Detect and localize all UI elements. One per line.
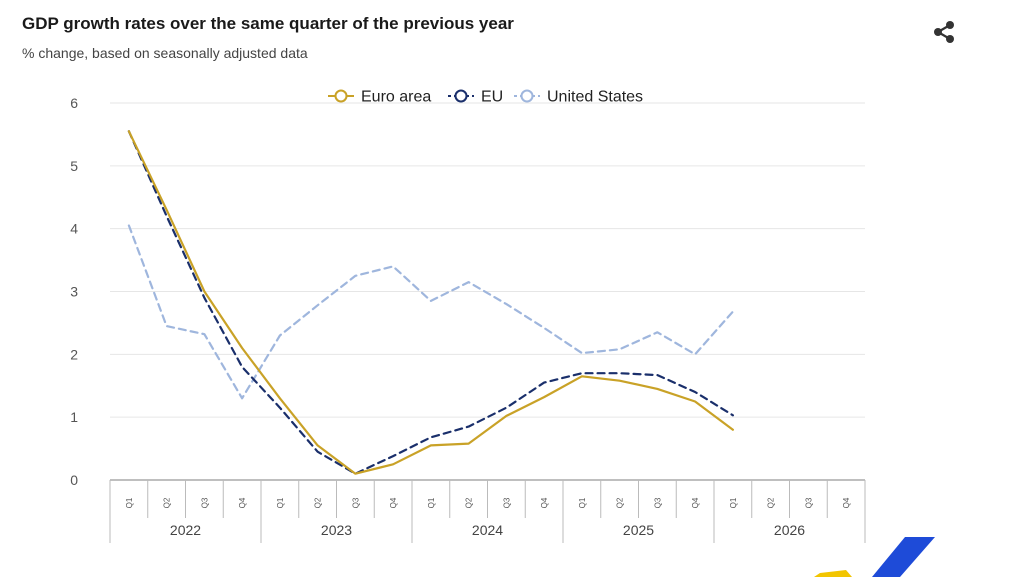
y-tick-label: 1 [70,409,78,425]
x-tick-label: Q2 [616,497,625,508]
x-tick-label: Q1 [427,497,436,508]
y-tick-label: 4 [70,221,78,237]
x-year-label: 2024 [472,522,503,538]
x-tick-label: Q1 [276,497,285,508]
series-lines [127,130,734,475]
x-tick-label: Q2 [314,497,323,508]
x-tick-label: Q4 [238,497,247,508]
legend-label: EU [481,89,503,106]
series-line-united-states [127,224,734,400]
series-line-euro-area [127,130,734,475]
x-tick-label: Q3 [653,497,662,508]
x-year-label: 2023 [321,522,352,538]
y-tick-label: 3 [70,284,78,300]
x-tick-label: Q1 [729,497,738,508]
legend-marker [454,89,468,103]
legend-label: United States [547,89,643,106]
legend-united-states: United States [514,89,643,106]
chart-title: GDP growth rates over the same quarter o… [22,14,514,33]
x-tick-label: Q3 [502,497,511,508]
x-tick-label: Q3 [351,497,360,508]
legend-euro-area: Euro area [328,89,431,106]
x-tick-label: Q4 [842,497,851,508]
x-tick-label: Q2 [465,497,474,508]
y-axis-ticks: 0 1 2 3 4 5 6 [70,95,78,488]
y-tick-label: 6 [70,95,78,111]
x-tick-label: Q4 [540,497,549,508]
grid-lines [110,102,865,418]
x-year-label: 2025 [623,522,654,538]
legend-label: Euro area [361,89,431,106]
y-tick-label: 2 [70,346,78,362]
x-axis: Q1 Q2 Q3 Q4 Q1 Q2 Q3 Q4 Q1 Q2 Q3 Q4 Q1 Q2 Q3 Q4 Q1 Q2 Q3 Q4… [109,479,866,543]
legend-eu: EU [448,89,503,106]
x-year-label: 2022 [170,522,201,538]
x-tick-label: Q2 [767,497,776,508]
share-icon[interactable] [930,18,958,46]
x-tick-label: Q1 [125,497,134,508]
x-tick-label: Q4 [691,497,700,508]
x-tick-label: Q3 [804,497,813,508]
series-line-eu [127,130,734,475]
x-tick-label: Q4 [389,497,398,508]
legend-marker [520,89,534,103]
legend-marker [334,89,348,103]
x-year-label: 2026 [774,522,805,538]
x-tick-label: Q2 [163,497,172,508]
y-tick-label: 5 [70,158,78,174]
chart-subtitle: % change, based on seasonally adjusted d… [22,45,308,61]
x-tick-label: Q1 [578,497,587,508]
legend: Euro area EU United States [328,89,643,106]
x-tick-label: Q3 [200,497,209,508]
y-tick-label: 0 [70,472,78,488]
